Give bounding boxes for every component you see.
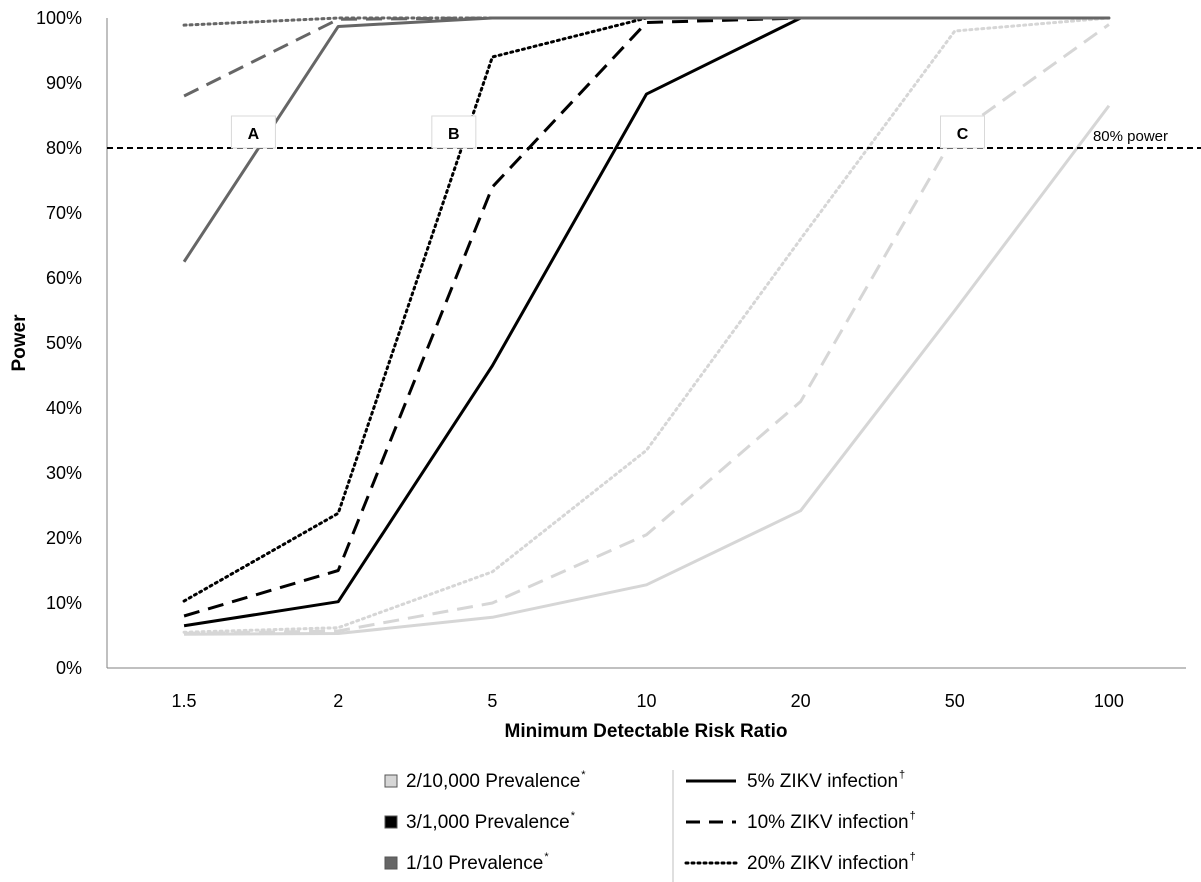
series-line-2-10-000-10pct <box>184 23 1110 636</box>
series-lines <box>182 16 1111 636</box>
reference-line-group: 80% power <box>107 128 1201 149</box>
box-label-text: A <box>248 126 260 143</box>
legend-footnote-mark: * <box>571 810 576 822</box>
box-label-frame <box>230 115 276 149</box>
y-tick-label: 50% <box>46 333 82 353</box>
legend-footnote-mark: * <box>581 769 586 781</box>
y-tick-label: 20% <box>46 528 82 548</box>
box-labels: A B C <box>230 115 985 149</box>
y-axis-title: Power <box>9 314 30 372</box>
y-axis-tick-labels: 0% 10% 20% 30% 40% 50% 60% 70% 80% 90% 100% <box>36 8 82 678</box>
box-label-a: A <box>230 115 276 149</box>
y-tick-label: 80% <box>46 138 82 158</box>
legend-footnote-mark: † <box>910 851 916 863</box>
legend-footnote-mark: † <box>910 810 916 822</box>
x-tick-label: 1.5 <box>172 691 197 711</box>
box-label-text: C <box>957 126 969 143</box>
legend-footnote-mark: * <box>544 851 549 863</box>
series-line-1-10-20pct <box>182 16 1111 27</box>
legend-swatch <box>384 815 398 829</box>
y-tick-label: 40% <box>46 398 82 418</box>
legend-label: 2/10,000 Prevalence <box>406 771 580 792</box>
y-tick-label: 0% <box>56 658 82 678</box>
series-line-2-10-000-5pct <box>184 104 1111 636</box>
legend-swatch <box>384 774 398 788</box>
legend-label: 3/1,000 Prevalence <box>406 812 570 833</box>
legend-label: 5% ZIKV infection <box>747 771 898 792</box>
x-axis-tick-labels: 1.5 2 5 10 20 50 100 <box>172 691 1124 711</box>
x-tick-label: 2 <box>333 691 343 711</box>
y-tick-label: 90% <box>46 73 82 93</box>
box-label-text: B <box>448 126 460 143</box>
box-label-frame <box>431 115 477 149</box>
series-line-2-10-000-20pct <box>182 16 1111 634</box>
y-tick-label: 100% <box>36 8 82 28</box>
axes <box>106 18 1186 669</box>
legend: 2/10,000 Prevalence *3/1,000 Prevalence *1… <box>384 769 916 882</box>
y-tick-label: 10% <box>46 593 82 613</box>
legend-label: 10% ZIKV infection <box>747 812 909 833</box>
y-tick-label: 30% <box>46 463 82 483</box>
box-label-b: B <box>431 115 477 149</box>
x-tick-label: 5 <box>487 691 497 711</box>
legend-footnote-mark: † <box>899 769 905 781</box>
x-tick-label: 50 <box>945 691 965 711</box>
box-label-c: C <box>939 115 985 149</box>
reference-line-label: 80% power <box>1093 128 1168 145</box>
x-tick-label: 10 <box>636 691 656 711</box>
box-label-frame <box>939 115 985 149</box>
x-tick-label: 20 <box>791 691 811 711</box>
y-tick-label: 60% <box>46 268 82 288</box>
x-axis-title: Minimum Detectable Risk Ratio <box>505 721 788 742</box>
series-line-3-1-000-10pct <box>183 16 1109 618</box>
y-tick-label: 70% <box>46 203 82 223</box>
series-line-3-1-000-20pct <box>182 16 1111 603</box>
legend-swatch <box>384 856 398 870</box>
legend-label: 20% ZIKV infection <box>747 853 909 874</box>
legend-label: 1/10 Prevalence <box>406 853 543 874</box>
x-tick-label: 100 <box>1094 691 1124 711</box>
